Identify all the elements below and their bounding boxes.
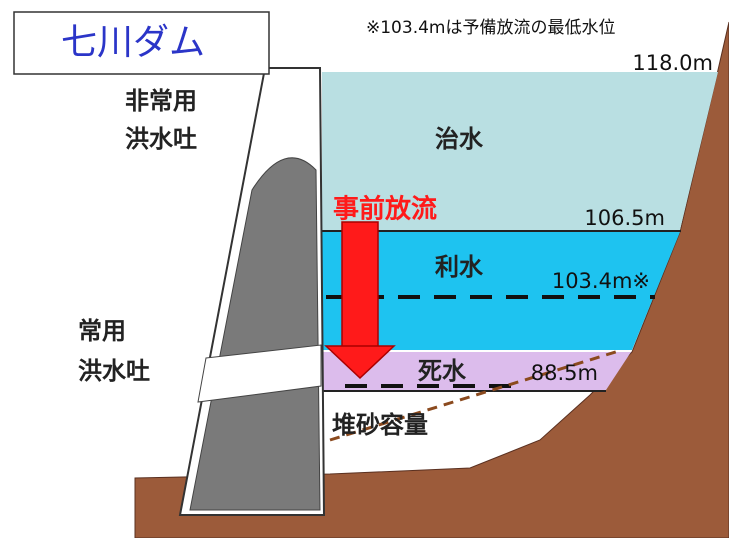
level-flood: 106.5m xyxy=(584,206,665,230)
spillway-label: 洪水吐 xyxy=(78,357,150,385)
arrow-label: 事前放流 xyxy=(333,194,437,225)
spillway-label: 洪水吐 xyxy=(125,125,197,153)
zone-water-use: 利水 xyxy=(435,253,484,281)
level-reserve: 103.4m※ xyxy=(552,269,650,293)
arrow-shaft xyxy=(341,221,379,348)
title-box xyxy=(13,11,270,75)
zone-flood: 治水 xyxy=(435,125,484,153)
zone-sediment: 堆砂容量 xyxy=(332,411,428,439)
regular-spillway xyxy=(197,344,322,403)
flood-zone xyxy=(322,72,718,230)
water-use-zone xyxy=(322,232,680,350)
arrow-head xyxy=(324,345,396,380)
level-top: 118.0m xyxy=(632,51,713,75)
dam-core xyxy=(189,157,321,511)
dead-water-zone xyxy=(322,352,631,390)
title: 七川ダム xyxy=(61,22,205,63)
level-dead: 88.5m xyxy=(531,361,598,385)
spillway-label: 非常用 xyxy=(125,87,197,115)
note: ※103.4mは予備放流の最低水位 xyxy=(366,18,615,38)
zone-dead: 死水 xyxy=(418,357,467,385)
mountain xyxy=(134,21,729,538)
spillway-label: 常用 xyxy=(78,317,126,345)
